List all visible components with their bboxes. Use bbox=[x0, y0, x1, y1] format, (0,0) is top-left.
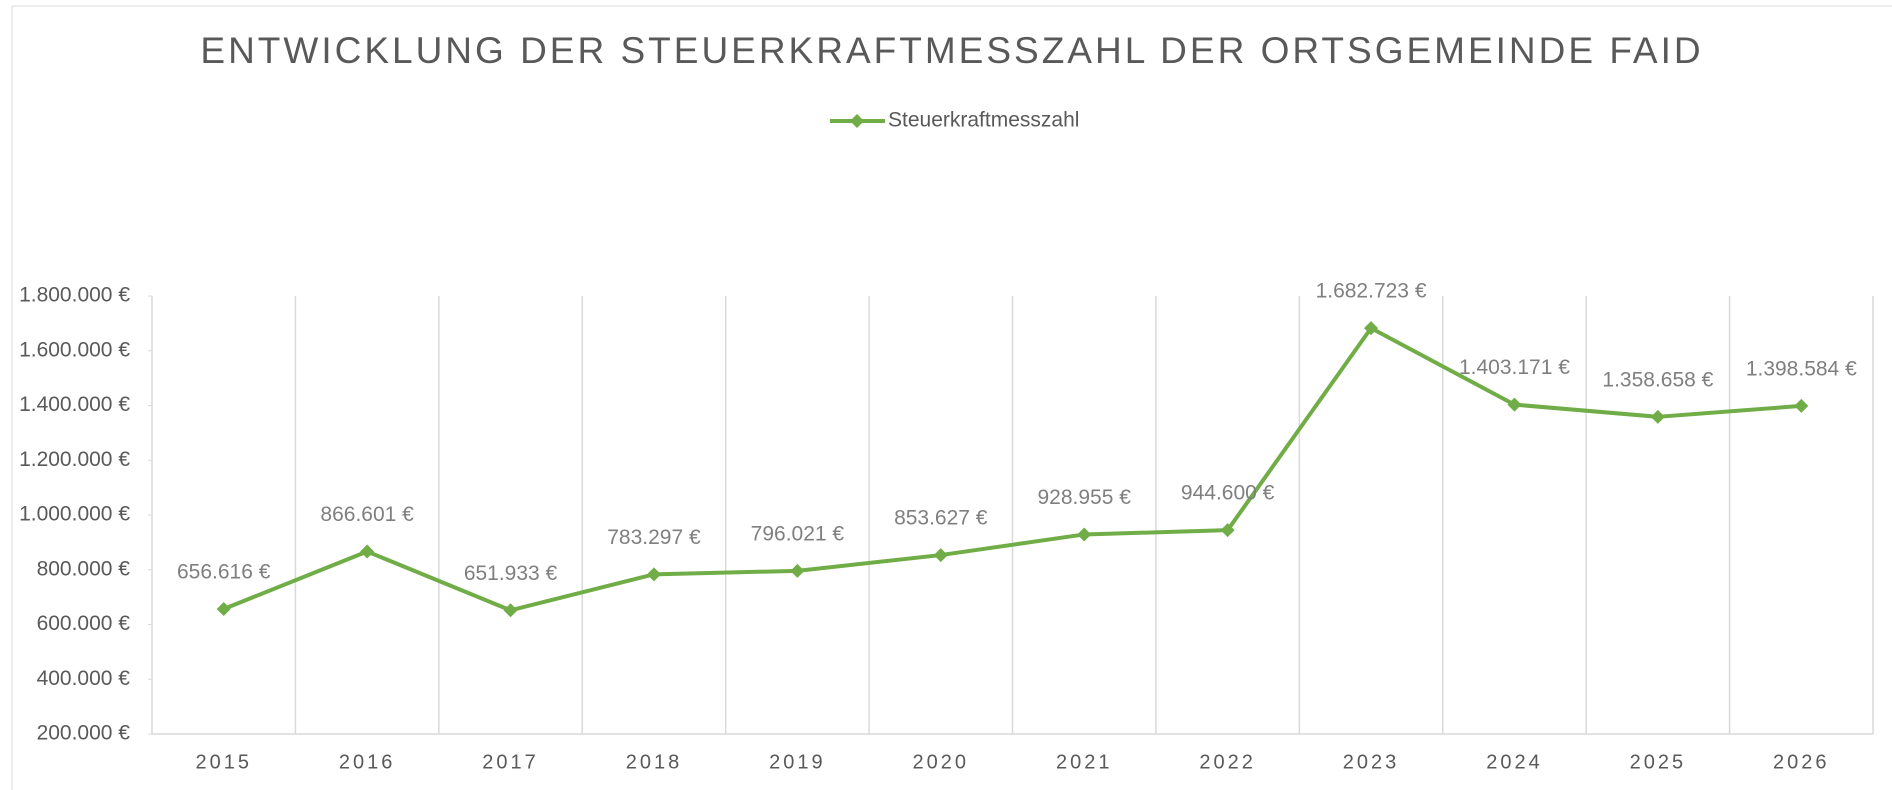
x-tick-label: 2024 bbox=[1486, 751, 1543, 773]
point-marker bbox=[933, 548, 948, 563]
data-label: 651.933 € bbox=[464, 562, 558, 585]
x-tick-label: 2015 bbox=[195, 751, 252, 773]
point-marker bbox=[646, 567, 661, 582]
data-label: 796.021 € bbox=[751, 522, 845, 545]
point-marker bbox=[1794, 398, 1809, 413]
x-tick-label: 2021 bbox=[1056, 751, 1113, 773]
legend-marker bbox=[850, 114, 864, 128]
chart-title: ENTWICKLUNG DER STEUERKRAFTMESSZAHL DER … bbox=[200, 30, 1703, 71]
point-marker bbox=[790, 563, 805, 578]
x-tick-label: 2022 bbox=[1199, 751, 1256, 773]
y-tick-label: 200.000 € bbox=[37, 722, 131, 745]
point-marker bbox=[1220, 523, 1235, 538]
data-label: 783.297 € bbox=[607, 526, 701, 549]
y-tick-label: 600.000 € bbox=[37, 612, 131, 635]
x-tick-label: 2020 bbox=[913, 751, 970, 773]
x-tick-label: 2016 bbox=[339, 751, 396, 773]
point-marker bbox=[1077, 527, 1092, 542]
y-tick-label: 800.000 € bbox=[37, 557, 131, 580]
x-tick-label: 2017 bbox=[482, 751, 539, 773]
y-tick-label: 1.400.000 € bbox=[19, 393, 130, 416]
y-tick-label: 1.000.000 € bbox=[19, 503, 130, 526]
data-label: 656.616 € bbox=[177, 561, 271, 584]
x-tick-label: 2023 bbox=[1343, 751, 1400, 773]
point-marker bbox=[503, 603, 518, 618]
point-marker bbox=[360, 544, 375, 559]
x-tick-label: 2018 bbox=[626, 751, 683, 773]
point-marker bbox=[216, 602, 231, 617]
y-tick-label: 1.600.000 € bbox=[19, 338, 130, 361]
data-label: 1.682.723 € bbox=[1316, 280, 1427, 303]
data-label: 1.358.658 € bbox=[1602, 368, 1713, 391]
series-line bbox=[222, 326, 1802, 613]
legend-label: Steuerkraftmesszahl bbox=[888, 109, 1079, 132]
x-tick-label: 2026 bbox=[1773, 751, 1830, 773]
chart-border bbox=[11, 5, 1892, 790]
data-label: 853.627 € bbox=[894, 507, 988, 530]
data-label: 866.601 € bbox=[320, 503, 414, 526]
data-label: 1.398.584 € bbox=[1746, 357, 1857, 380]
point-marker bbox=[1507, 397, 1522, 412]
point-marker bbox=[1650, 409, 1665, 424]
data-label: 928.955 € bbox=[1037, 486, 1131, 509]
x-tick-label: 2025 bbox=[1630, 751, 1687, 773]
y-tick-label: 400.000 € bbox=[37, 667, 131, 690]
y-tick-label: 1.800.000 € bbox=[19, 284, 130, 307]
point-marker bbox=[1364, 321, 1379, 336]
data-label: 944.600 € bbox=[1181, 482, 1275, 505]
x-tick-label: 2019 bbox=[769, 751, 826, 773]
y-tick-label: 1.200.000 € bbox=[19, 448, 130, 471]
data-label: 1.403.171 € bbox=[1459, 356, 1570, 379]
